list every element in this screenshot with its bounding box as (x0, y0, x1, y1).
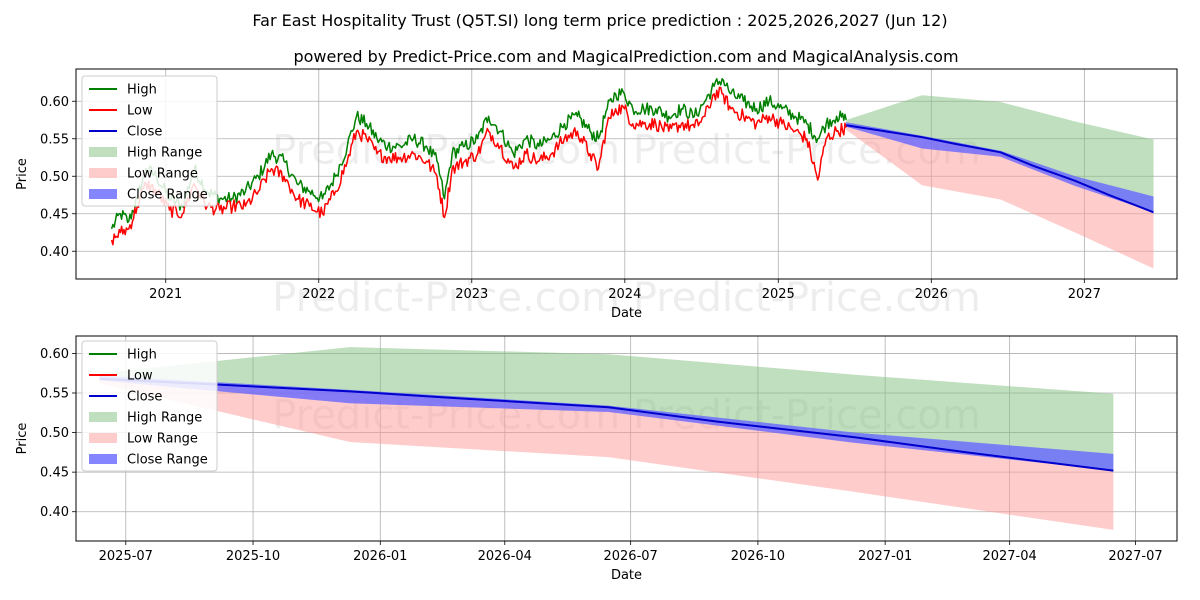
legend: High Low Close High Range Low Range Close Ran… (81, 75, 218, 207)
legend-label: High (127, 348, 157, 363)
series-low-line (110, 86, 847, 246)
x-tick-label: 2026-07 (603, 549, 657, 564)
y-tick-label: 0.55 (40, 132, 69, 147)
axes-frame (75, 68, 1178, 280)
legend-label: Low (127, 104, 153, 119)
y-tick-label: 0.45 (40, 207, 69, 222)
y-axis-label: Price (15, 423, 30, 455)
series-close-line (846, 124, 1154, 214)
band-close-range (99, 375, 1114, 471)
legend-label: High (127, 83, 157, 98)
x-tick-label: 2025-07 (99, 549, 153, 564)
legend-swatch (89, 454, 117, 464)
x-axis-label: Date (611, 568, 642, 583)
plot-area (99, 347, 1114, 530)
chart-panel-1: Predict-Price.com Predict-Price.comPredi… (15, 68, 1178, 321)
legend-swatch (89, 168, 117, 178)
x-tick-label: 2021 (149, 287, 182, 302)
x-tick-label: 2027 (1068, 287, 1101, 302)
x-tick-label: 2027-04 (982, 549, 1036, 564)
x-tick-label: 2024 (608, 287, 641, 302)
x-tick-label: 2027-01 (858, 549, 912, 564)
legend-label: High Range (127, 411, 202, 426)
legend-label: Low (127, 369, 153, 384)
y-axis-label: Price (15, 158, 30, 190)
series-close-line (99, 377, 1114, 472)
band-low-range (99, 378, 1114, 530)
legend-swatch (89, 433, 117, 443)
plot-area (110, 78, 1154, 269)
chart-subtitle: powered by Predict-Price.com and Magical… (293, 47, 958, 66)
y-tick-label: 0.40 (40, 245, 69, 260)
y-tick-label: 0.55 (40, 386, 69, 401)
x-tick-label: 2027-07 (1108, 549, 1162, 564)
y-tick-label: 0.60 (40, 347, 69, 362)
x-tick-label: 2026-01 (353, 549, 407, 564)
band-close-range (846, 122, 1154, 213)
y-tick-label: 0.60 (40, 95, 69, 110)
chart-title: Far East Hospitality Trust (Q5T.SI) long… (252, 11, 947, 30)
legend-label: High Range (127, 146, 202, 161)
band-high-range (99, 347, 1114, 471)
legend-label: Close (127, 390, 162, 405)
x-tick-label: 2025 (762, 287, 795, 302)
legend-label: Low Range (127, 432, 198, 447)
y-tick-label: 0.50 (40, 426, 69, 441)
legend-swatch (89, 147, 117, 157)
legend-label: Low Range (127, 167, 198, 182)
legend-swatch (89, 189, 117, 199)
x-tick-label: 2026 (915, 287, 948, 302)
x-tick-label: 2025-10 (226, 549, 280, 564)
legend-label: Close (127, 125, 162, 140)
legend-swatch (89, 412, 117, 422)
band-high-range (846, 95, 1154, 213)
series-high-line (110, 78, 847, 230)
legend-label: Close Range (127, 188, 208, 203)
watermark: Predict-Price.com Predict-Price.com (272, 275, 981, 321)
x-axis-label: Date (611, 306, 642, 321)
chart-panel-2: Predict-Price.com Predict-Price.com0.400… (15, 335, 1178, 583)
y-tick-label: 0.50 (40, 170, 69, 185)
x-tick-label: 2023 (455, 287, 488, 302)
legend: High Low Close High Range Low Range Close Ran… (81, 340, 218, 472)
x-tick-label: 2022 (302, 287, 335, 302)
legend-label: Close Range (127, 453, 208, 468)
x-tick-label: 2026-04 (478, 549, 532, 564)
y-tick-label: 0.40 (40, 505, 69, 520)
axes-frame (75, 335, 1178, 542)
y-tick-label: 0.45 (40, 466, 69, 481)
band-low-range (846, 125, 1154, 269)
x-tick-label: 2026-10 (731, 549, 785, 564)
